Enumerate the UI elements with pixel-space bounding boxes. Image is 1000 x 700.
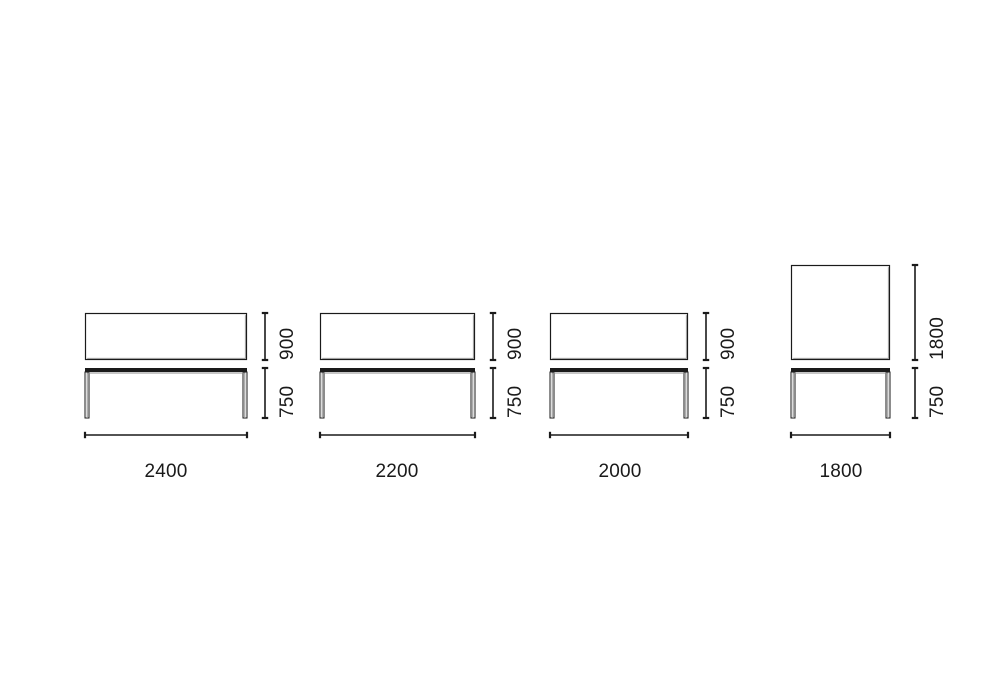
table-2000-depth-label: 900 bbox=[718, 327, 739, 360]
table-1800-top-view bbox=[790, 264, 891, 361]
table-2000-top-view-outline bbox=[549, 312, 689, 361]
table-2000-height-dimension bbox=[702, 366, 710, 420]
table-1800-height-label: 750 bbox=[927, 385, 948, 418]
table-1800-depth-label: 1800 bbox=[927, 316, 948, 360]
table-2400-depth-dimension bbox=[261, 311, 269, 362]
table-2400-front-view-top-rail bbox=[85, 368, 247, 372]
table-1800-front-view-inner-frame bbox=[792, 372, 889, 418]
table-2400-front-view bbox=[84, 368, 248, 419]
table-1800-top-view-outline bbox=[790, 264, 891, 361]
table-2400-front-view-inner-frame bbox=[86, 372, 246, 418]
table-2200-width-label: 2200 bbox=[375, 461, 419, 482]
table-group-table-2200 bbox=[318, 311, 497, 439]
table-2200-height-label: 750 bbox=[505, 385, 526, 418]
table-2200-depth-label: 900 bbox=[505, 327, 526, 360]
table-2400-top-view-outline bbox=[84, 312, 248, 361]
table-2000-width-dimension bbox=[548, 431, 690, 439]
table-1800-front-view bbox=[790, 368, 891, 419]
table-2400-top-view bbox=[84, 312, 248, 361]
table-1800-depth-dimension bbox=[911, 263, 919, 362]
table-2400-width-label: 2400 bbox=[144, 461, 188, 482]
table-group-table-2400 bbox=[83, 311, 269, 439]
table-2200-top-view bbox=[319, 312, 476, 361]
table-2000-top-view bbox=[549, 312, 689, 361]
table-2000-height-label: 750 bbox=[718, 385, 739, 418]
table-2200-top-view-outline bbox=[319, 312, 476, 361]
table-1800-width-dimension bbox=[789, 431, 892, 439]
table-2200-front-view-inner-frame bbox=[321, 372, 474, 418]
table-2200-front-view bbox=[319, 368, 476, 419]
table-2400-depth-label: 900 bbox=[277, 327, 298, 360]
table-2400-width-dimension bbox=[83, 431, 249, 439]
table-2200-height-dimension bbox=[489, 366, 497, 420]
table-2000-depth-dimension bbox=[702, 311, 710, 362]
table-1800-front-view-top-rail bbox=[791, 368, 890, 372]
table-1800-width-label: 1800 bbox=[819, 461, 863, 482]
table-2000-width-label: 2000 bbox=[598, 461, 642, 482]
table-2000-front-view-inner-frame bbox=[551, 372, 687, 418]
table-2200-front-view-top-rail bbox=[320, 368, 475, 372]
table-2400-height-dimension bbox=[261, 366, 269, 420]
table-group-table-1800 bbox=[789, 263, 919, 439]
table-2200-depth-dimension bbox=[489, 311, 497, 362]
table-group-table-2000 bbox=[548, 311, 710, 439]
table-2200-width-dimension bbox=[318, 431, 477, 439]
table-2000-front-view-top-rail bbox=[550, 368, 688, 372]
table-2000-front-view bbox=[549, 368, 689, 419]
table-1800-height-dimension bbox=[911, 366, 919, 420]
table-2400-height-label: 750 bbox=[277, 385, 298, 418]
